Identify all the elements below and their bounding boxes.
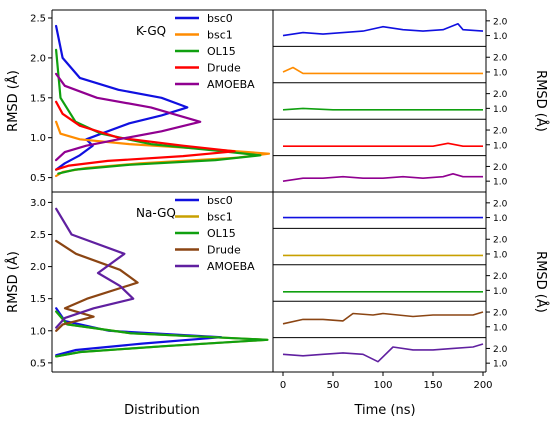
legend-label: Drude xyxy=(207,244,241,257)
x-axis-title-distribution: Distribution xyxy=(124,403,200,418)
right-tick-label: 1.0 xyxy=(493,287,508,297)
legend-label: AMOEBA xyxy=(207,78,255,91)
right-tick-label: 2.0 xyxy=(493,163,508,173)
y-tick-label: 2.0 xyxy=(30,262,46,273)
y-tick-label: 0.5 xyxy=(30,173,46,184)
y-tick-label: 0.5 xyxy=(30,358,46,369)
y-tick-label: 1.0 xyxy=(30,133,46,144)
right-tick-label: 2.0 xyxy=(493,127,508,137)
y-tick-label: 1.0 xyxy=(30,326,46,337)
y-axis-title-nagq: RMSD (Å) xyxy=(5,251,21,313)
distribution-line-bsc0 xyxy=(54,24,189,171)
legend-label: OL15 xyxy=(207,45,236,58)
x-tick-label: 0 xyxy=(280,380,286,391)
data-layer xyxy=(54,22,484,363)
right-tick-label: 2.0 xyxy=(493,309,508,319)
legend-label: bsc1 xyxy=(207,211,233,224)
right-tick-label: 1.0 xyxy=(493,214,508,224)
right-axis-title-kgq: RMSD (Å) xyxy=(533,70,549,132)
right-tick-label: 2.0 xyxy=(493,17,508,27)
timeseries-line-amoeba-na-gq xyxy=(282,343,484,363)
right-tick-label: 2.0 xyxy=(493,345,508,355)
right-tick-label: 1.0 xyxy=(493,105,508,115)
legend-label: bsc0 xyxy=(207,194,233,207)
right-tick-label: 2.0 xyxy=(493,236,508,246)
distribution-line-amoeba xyxy=(54,72,202,162)
right-tick-label: 2.0 xyxy=(493,199,508,209)
y-tick-label: 3.0 xyxy=(30,198,46,209)
legend-label: Drude xyxy=(207,62,241,75)
legend-label: bsc1 xyxy=(207,29,233,42)
y-tick-label: 1.5 xyxy=(30,294,46,305)
right-tick-label: 1.0 xyxy=(493,68,508,78)
timeseries-line-drude-na-gq xyxy=(282,311,484,325)
distribution-line-ol15 xyxy=(54,48,262,175)
distribution-line-drude xyxy=(54,100,236,171)
right-tick-label: 1.0 xyxy=(493,178,508,188)
x-tick-label: 200 xyxy=(473,380,492,391)
x-tick-label: 150 xyxy=(423,380,442,391)
right-axis-title-nagq: RMSD (Å) xyxy=(533,251,549,313)
y-tick-label: 1.5 xyxy=(30,93,46,104)
distribution-line-drude xyxy=(55,239,139,332)
y-tick-label: 2.5 xyxy=(30,14,46,25)
right-tick-label: 2.0 xyxy=(493,54,508,64)
y-axis-title-kgq: RMSD (Å) xyxy=(5,70,21,132)
text-layer: 0.5 1.0 1.5 2.0 2.5 bsc0 bsc1 OL15 Drude AMOEBA K-… xyxy=(5,12,549,418)
timeseries-line-bsc0-k-gq xyxy=(282,22,484,37)
timeseries-line-ol15-k-gq xyxy=(282,107,483,111)
y-tick-label: 2.5 xyxy=(30,230,46,241)
timeseries-line-amoeba-k-gq xyxy=(282,173,483,182)
right-tick-label: 1.0 xyxy=(493,141,508,151)
right-tick-label: 1.0 xyxy=(493,360,508,370)
x-tick-label: 100 xyxy=(373,380,392,391)
x-axis-title-time: Time (ns) xyxy=(353,403,415,418)
legend-label: OL15 xyxy=(207,227,236,240)
x-tick-label: 50 xyxy=(327,380,340,391)
legend-label: bsc0 xyxy=(207,12,233,25)
right-tick-label: 1.0 xyxy=(493,250,508,260)
right-tick-label: 1.0 xyxy=(493,323,508,333)
panel-title: K-GQ xyxy=(136,24,166,38)
right-tick-label: 2.0 xyxy=(493,90,508,100)
distribution-line-amoeba xyxy=(55,207,135,329)
right-tick-label: 2.0 xyxy=(493,272,508,282)
timeseries-line-drude-k-gq xyxy=(283,142,483,147)
right-tick-label: 1.0 xyxy=(493,32,508,42)
y-tick-label: 2.0 xyxy=(30,53,46,64)
panel-title: Na-GQ xyxy=(136,206,176,220)
timeseries-line-bsc1-k-gq xyxy=(282,66,483,75)
axes-layer xyxy=(48,9,490,376)
legend-label: AMOEBA xyxy=(207,260,255,273)
